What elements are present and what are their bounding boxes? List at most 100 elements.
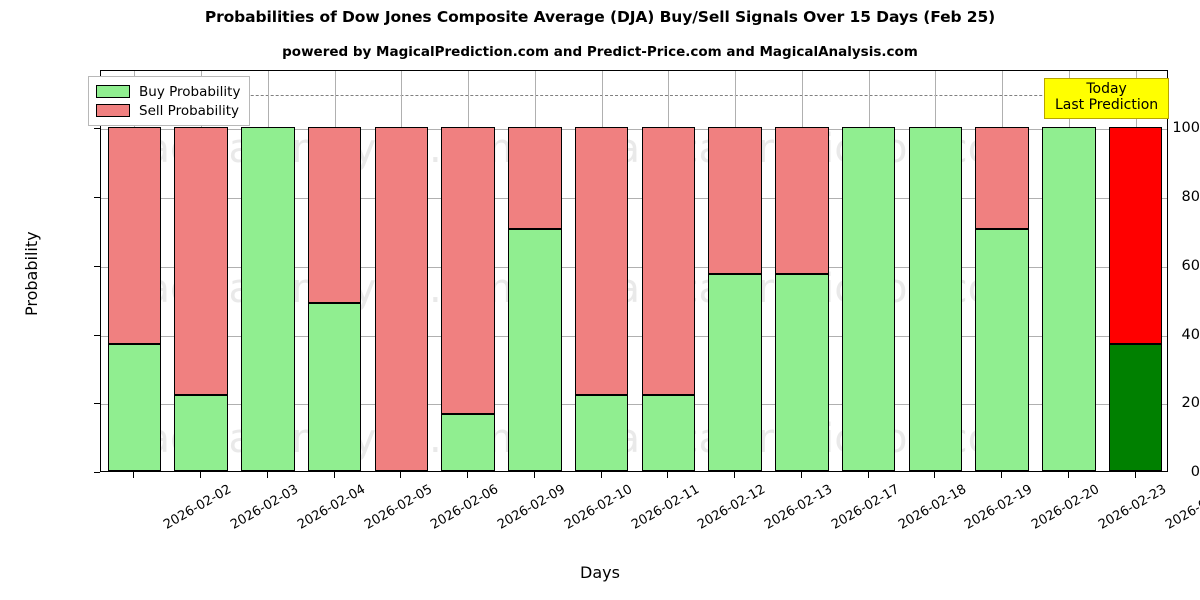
y-tick-label: 80 <box>1181 189 1200 206</box>
bar-segment-buy[interactable] <box>307 302 362 471</box>
x-tick-mark <box>1134 472 1136 478</box>
y-tick-label: 40 <box>1181 326 1200 343</box>
bar-2026-02-18[interactable] <box>841 127 896 471</box>
bar-2026-02-04[interactable] <box>241 127 295 471</box>
y-tick-label: 0 <box>1190 464 1200 480</box>
x-tick-mark <box>867 472 869 478</box>
x-tick-mark <box>200 472 202 478</box>
bar-segment-buy[interactable] <box>174 395 228 471</box>
y-tick-label: 20 <box>1181 395 1200 412</box>
bar-segment-sell[interactable] <box>641 127 696 396</box>
x-tick-label: 2026-02-03 <box>228 482 302 533</box>
y-tick-mark <box>94 128 100 130</box>
gridline-horizontal <box>101 266 1167 268</box>
bar-2026-02-02[interactable] <box>107 127 162 471</box>
x-tick-label: 2026-02-04 <box>294 482 368 533</box>
bar-2026-02-13[interactable] <box>708 127 762 471</box>
bar-segment-buy[interactable] <box>107 343 162 471</box>
bar-segment-buy[interactable] <box>241 127 295 471</box>
today-label: Today <box>1086 81 1127 97</box>
x-tick-mark <box>266 472 268 478</box>
chart-legend: Buy Probability Sell Probability <box>88 76 251 126</box>
bar-2026-02-06[interactable] <box>374 127 429 471</box>
bar-segment-buy[interactable] <box>508 228 562 471</box>
legend-label-buy: Buy Probability <box>139 83 241 100</box>
bar-segment-sell[interactable] <box>708 127 762 274</box>
bar-segment-sell[interactable] <box>107 127 162 344</box>
bar-segment-sell[interactable] <box>975 127 1029 229</box>
bar-segment-sell[interactable] <box>508 127 562 229</box>
bar-segment-sell[interactable] <box>775 127 829 274</box>
bar-2026-02-05[interactable] <box>307 127 362 471</box>
x-tick-label: 2026-02-05 <box>361 482 435 533</box>
bar-segment-buy[interactable] <box>775 273 829 471</box>
bar-2026-02-09[interactable] <box>441 127 495 471</box>
y-tick-mark <box>94 403 100 405</box>
plot-area: MagicalAnalysis.comMagicalPrediction.com… <box>100 70 1168 472</box>
legend-swatch-buy <box>96 85 130 98</box>
x-tick-mark <box>934 472 936 478</box>
x-tick-label: 2026-02-02 <box>161 482 235 533</box>
today-last-prediction-annotation: Today Last Prediction <box>1044 78 1170 120</box>
gridline-horizontal <box>101 404 1167 406</box>
legend-item-buy: Buy Probability <box>96 82 240 101</box>
y-tick-mark <box>94 197 100 199</box>
y-tick-mark <box>94 334 100 336</box>
x-tick-label: 2026-02-13 <box>762 482 836 533</box>
x-tick-label: 2026-02-24 <box>1162 482 1200 533</box>
legend-label-sell: Sell Probability <box>139 102 240 119</box>
x-tick-mark <box>1001 472 1003 478</box>
x-tick-mark <box>333 472 335 478</box>
y-tick-mark <box>94 472 100 473</box>
bar-segment-buy[interactable] <box>641 395 696 471</box>
x-tick-label: 2026-02-09 <box>495 482 569 533</box>
bar-segment-buy[interactable] <box>708 273 762 471</box>
y-tick-label: 60 <box>1181 257 1200 274</box>
gridline-horizontal <box>101 335 1167 337</box>
x-tick-mark <box>467 472 469 478</box>
last-prediction-label: Last Prediction <box>1055 96 1159 113</box>
page-title: Probabilities of Dow Jones Composite Ave… <box>204 8 996 26</box>
x-tick-mark <box>133 472 135 478</box>
legend-swatch-sell <box>96 104 130 117</box>
bar-2026-02-19[interactable] <box>908 127 963 471</box>
reference-dashed-line <box>101 95 1167 97</box>
x-tick-label: 2026-02-20 <box>1029 482 1103 533</box>
x-tick-label: 2026-02-11 <box>628 482 702 533</box>
bar-2026-02-20[interactable] <box>975 127 1029 471</box>
bar-segment-sell[interactable] <box>441 127 495 415</box>
x-tick-mark <box>400 472 402 478</box>
x-tick-mark <box>533 472 535 478</box>
x-axis-label: Days <box>580 563 620 582</box>
chart-subtitle: powered by MagicalPrediction.com and Pre… <box>282 44 918 60</box>
bar-segment-buy[interactable] <box>841 127 896 471</box>
bar-2026-02-23[interactable] <box>1042 127 1096 471</box>
bar-2026-02-03[interactable] <box>174 127 228 471</box>
bar-segment-sell[interactable] <box>374 127 429 471</box>
bar-segment-sell[interactable] <box>574 127 629 396</box>
gridline-horizontal <box>101 198 1167 200</box>
bar-2026-02-17[interactable] <box>775 127 829 471</box>
x-tick-label: 2026-02-18 <box>895 482 969 533</box>
bar-segment-buy[interactable] <box>574 395 629 471</box>
gridline-horizontal <box>101 129 1167 131</box>
x-tick-label: 2026-02-12 <box>695 482 769 533</box>
bar-segment-sell[interactable] <box>1108 127 1163 344</box>
bar-segment-buy[interactable] <box>975 228 1029 471</box>
bar-segment-buy[interactable] <box>908 127 963 471</box>
bar-segment-sell[interactable] <box>174 127 228 396</box>
bar-segment-buy[interactable] <box>1108 343 1163 471</box>
x-tick-mark <box>600 472 602 478</box>
bar-2026-02-12[interactable] <box>641 127 696 471</box>
bar-segment-sell[interactable] <box>307 127 362 303</box>
x-tick-mark <box>800 472 802 478</box>
bar-segment-buy[interactable] <box>441 414 495 471</box>
bar-2026-02-10[interactable] <box>508 127 562 471</box>
x-tick-label: 2026-02-19 <box>962 482 1036 533</box>
x-tick-mark <box>1067 472 1069 478</box>
x-tick-label: 2026-02-10 <box>561 482 635 533</box>
bar-segment-buy[interactable] <box>1042 127 1096 471</box>
y-axis-label: Probability <box>22 231 41 316</box>
bar-2026-02-11[interactable] <box>574 127 629 471</box>
bar-2026-02-24[interactable] <box>1108 127 1163 471</box>
